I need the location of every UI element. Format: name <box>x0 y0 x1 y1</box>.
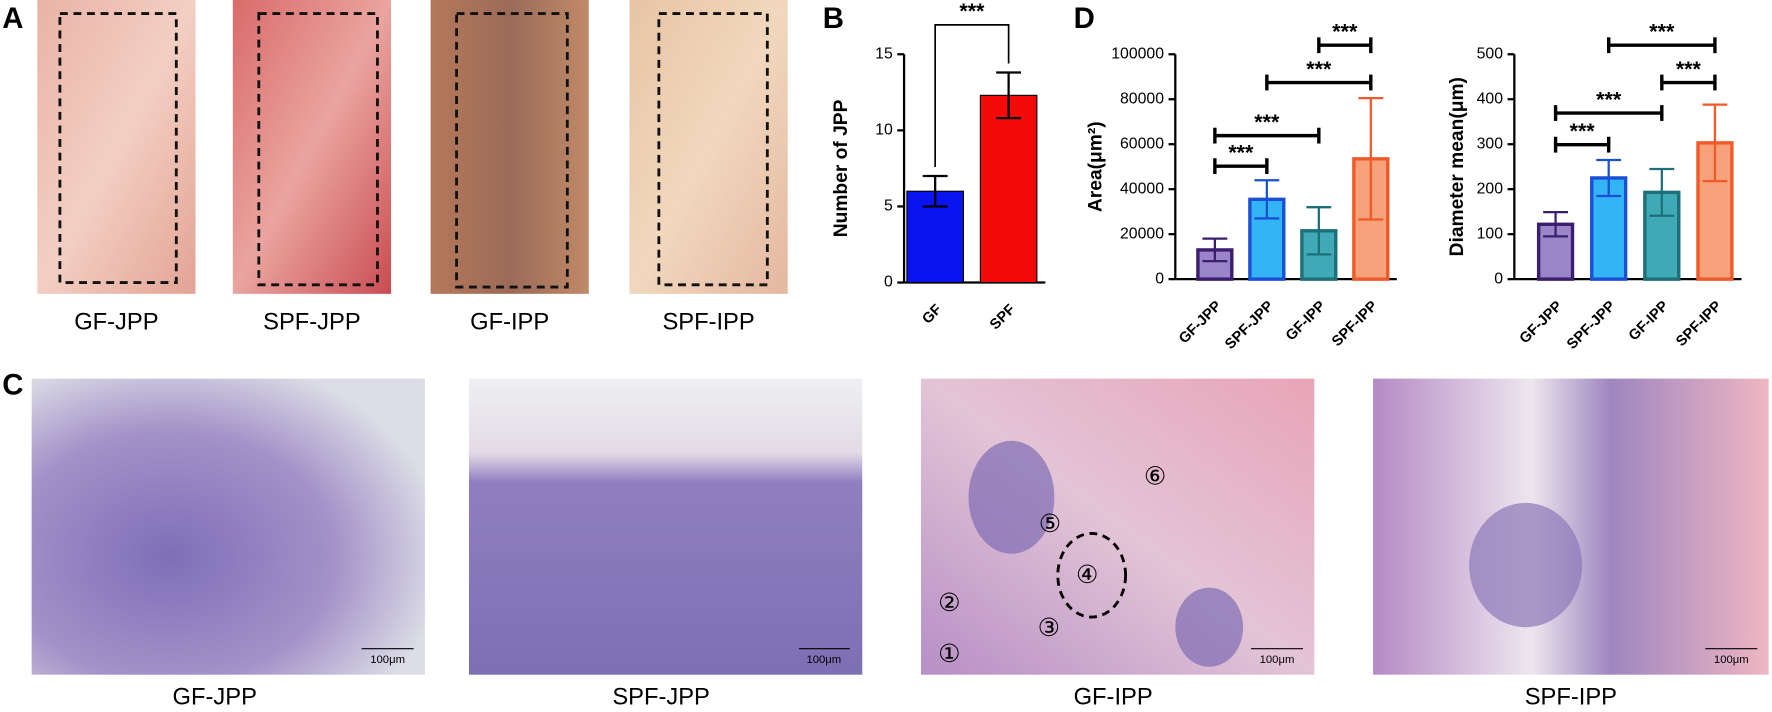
scale-label: 100μm <box>1260 654 1295 666</box>
roi-box <box>455 12 569 289</box>
photo-label: SPF-IPP <box>662 309 754 335</box>
x-tick-label: SPF-IPP <box>1673 298 1725 350</box>
region-marker: ③ <box>1038 614 1060 642</box>
y-tick-label: 500 <box>1477 45 1504 62</box>
histology-photos <box>31 378 1769 675</box>
y-axis-label: Number of JPP <box>831 99 852 237</box>
significance-bracket <box>934 24 1010 167</box>
y-axis-label: Diameter mean(μm) <box>1447 77 1468 256</box>
y-tick-label: 0 <box>1155 270 1164 287</box>
region-marker: ① <box>938 640 960 668</box>
photo-label: SPF-JPP <box>612 685 710 711</box>
panel-letter: C <box>2 368 23 401</box>
photo-label: GF-IPP <box>470 309 549 335</box>
y-tick-label: 10 <box>875 122 893 139</box>
follicle <box>968 440 1055 554</box>
photo-label: GF-IPP <box>1074 685 1153 711</box>
y-tick-label: 400 <box>1477 90 1504 107</box>
follicle <box>1469 502 1583 628</box>
x-tick-label: SPF <box>987 302 1019 334</box>
panel-letter: B <box>823 2 844 35</box>
photo <box>31 378 425 675</box>
x-tick-label: GF-IPP <box>1283 298 1329 344</box>
photo-label: SPF-IPP <box>1525 685 1617 711</box>
y-tick-label: 0 <box>884 274 893 291</box>
photo <box>629 0 788 294</box>
y-tick-label: 60000 <box>1120 135 1164 152</box>
x-tick-label: SPF-IPP <box>1329 298 1381 350</box>
photo-label: GF-JPP <box>173 685 257 711</box>
x-tick-label: GF-JPP <box>1176 298 1225 347</box>
roi-box <box>257 12 379 287</box>
photo-label: SPF-JPP <box>263 309 361 335</box>
photo <box>37 0 196 294</box>
significance-label: *** <box>1649 19 1675 43</box>
scale-label: 100μm <box>1714 654 1749 666</box>
y-tick-label: 300 <box>1477 135 1504 152</box>
roi-box <box>58 12 178 284</box>
significance-label: *** <box>1570 119 1596 143</box>
gross-photos <box>37 0 788 294</box>
bar <box>979 94 1038 284</box>
y-tick-label: 200 <box>1477 180 1504 197</box>
region-marker: ⑤ <box>1039 510 1061 538</box>
y-axis-label: Area(μm²) <box>1085 121 1106 212</box>
photo <box>468 378 863 675</box>
x-tick-label: SPF-JPP <box>1564 298 1619 353</box>
y-tick-label: 15 <box>875 45 893 62</box>
significance-label: *** <box>1596 87 1622 111</box>
y-tick-label: 0 <box>1494 270 1503 287</box>
y-tick-label: 5 <box>884 198 893 215</box>
significance-label: *** <box>959 0 985 23</box>
roi-box <box>657 12 769 287</box>
scale-label: 100μm <box>370 654 405 666</box>
dashed-circle <box>1056 532 1127 619</box>
follicle <box>1175 587 1244 667</box>
y-tick-label: 80000 <box>1120 90 1164 107</box>
photo-label: GF-JPP <box>74 309 158 335</box>
x-tick-label: GF-JPP <box>1517 298 1566 347</box>
y-tick-label: 100 <box>1477 225 1504 242</box>
scale-label: 100μm <box>806 654 841 666</box>
x-tick-label: GF-IPP <box>1626 298 1672 344</box>
y-tick-label: 40000 <box>1120 180 1164 197</box>
photo <box>232 0 392 294</box>
significance-label: *** <box>1332 19 1358 43</box>
region-marker: ⑥ <box>1144 463 1166 491</box>
panel-letter: A <box>2 2 23 35</box>
photo <box>430 0 589 294</box>
significance-label: *** <box>1228 140 1254 164</box>
panel-letter: D <box>1074 2 1095 35</box>
x-tick-label: SPF-JPP <box>1222 298 1277 353</box>
significance-label: *** <box>1676 57 1702 81</box>
y-tick-label: 20000 <box>1120 225 1164 242</box>
photo <box>1373 378 1769 675</box>
x-tick-label: GF <box>920 302 946 328</box>
significance-label: *** <box>1306 57 1332 81</box>
region-marker: ② <box>938 589 960 617</box>
significance-label: *** <box>1254 110 1280 134</box>
region-marker: ④ <box>1076 561 1098 589</box>
y-tick-label: 100000 <box>1111 45 1164 62</box>
